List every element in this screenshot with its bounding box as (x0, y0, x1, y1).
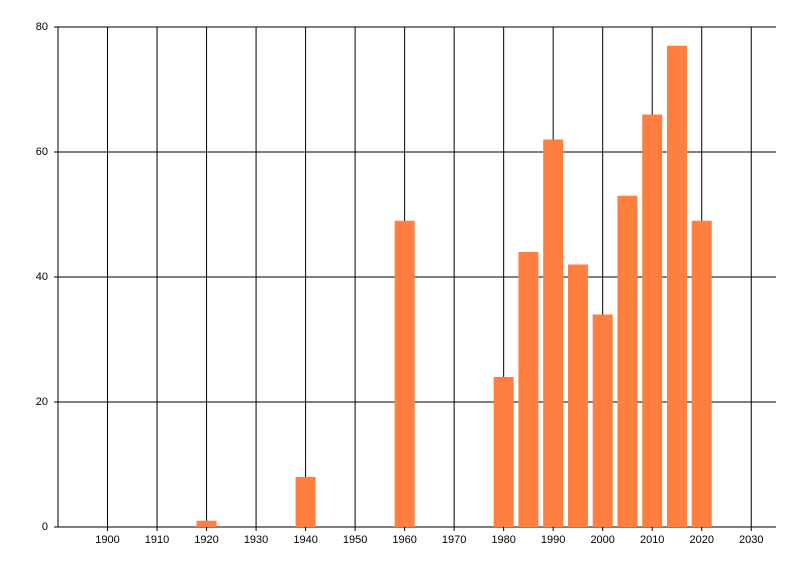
x-tick-label: 2030 (739, 534, 763, 546)
x-tick-label: 1910 (145, 534, 169, 546)
x-tick-label: 1930 (244, 534, 268, 546)
bar (543, 139, 564, 527)
x-tick-label: 1990 (541, 534, 565, 546)
y-tick-label: 60 (36, 146, 48, 158)
x-tick-label: 2010 (640, 534, 664, 546)
bar (295, 477, 316, 527)
bar (196, 520, 217, 527)
x-tick-label: 1980 (491, 534, 515, 546)
x-tick-label: 1940 (293, 534, 317, 546)
x-tick-label: 1970 (442, 534, 466, 546)
bar (642, 114, 663, 527)
bar (493, 377, 514, 527)
bar (518, 252, 539, 527)
x-tick-label: 1960 (392, 534, 416, 546)
bar (666, 45, 687, 527)
bar (691, 220, 712, 527)
y-tick-label: 40 (36, 271, 48, 283)
x-tick-label: 1900 (95, 534, 119, 546)
y-tick-label: 20 (36, 396, 48, 408)
bar (592, 314, 613, 527)
bar (617, 195, 638, 527)
bar (394, 220, 415, 527)
y-tick-label: 80 (36, 21, 48, 33)
bar (567, 264, 588, 527)
x-tick-label: 2020 (689, 534, 713, 546)
x-tick-label: 1920 (194, 534, 218, 546)
x-tick-label: 2000 (590, 534, 614, 546)
y-tick-label: 0 (42, 521, 48, 533)
x-tick-label: 1950 (343, 534, 367, 546)
